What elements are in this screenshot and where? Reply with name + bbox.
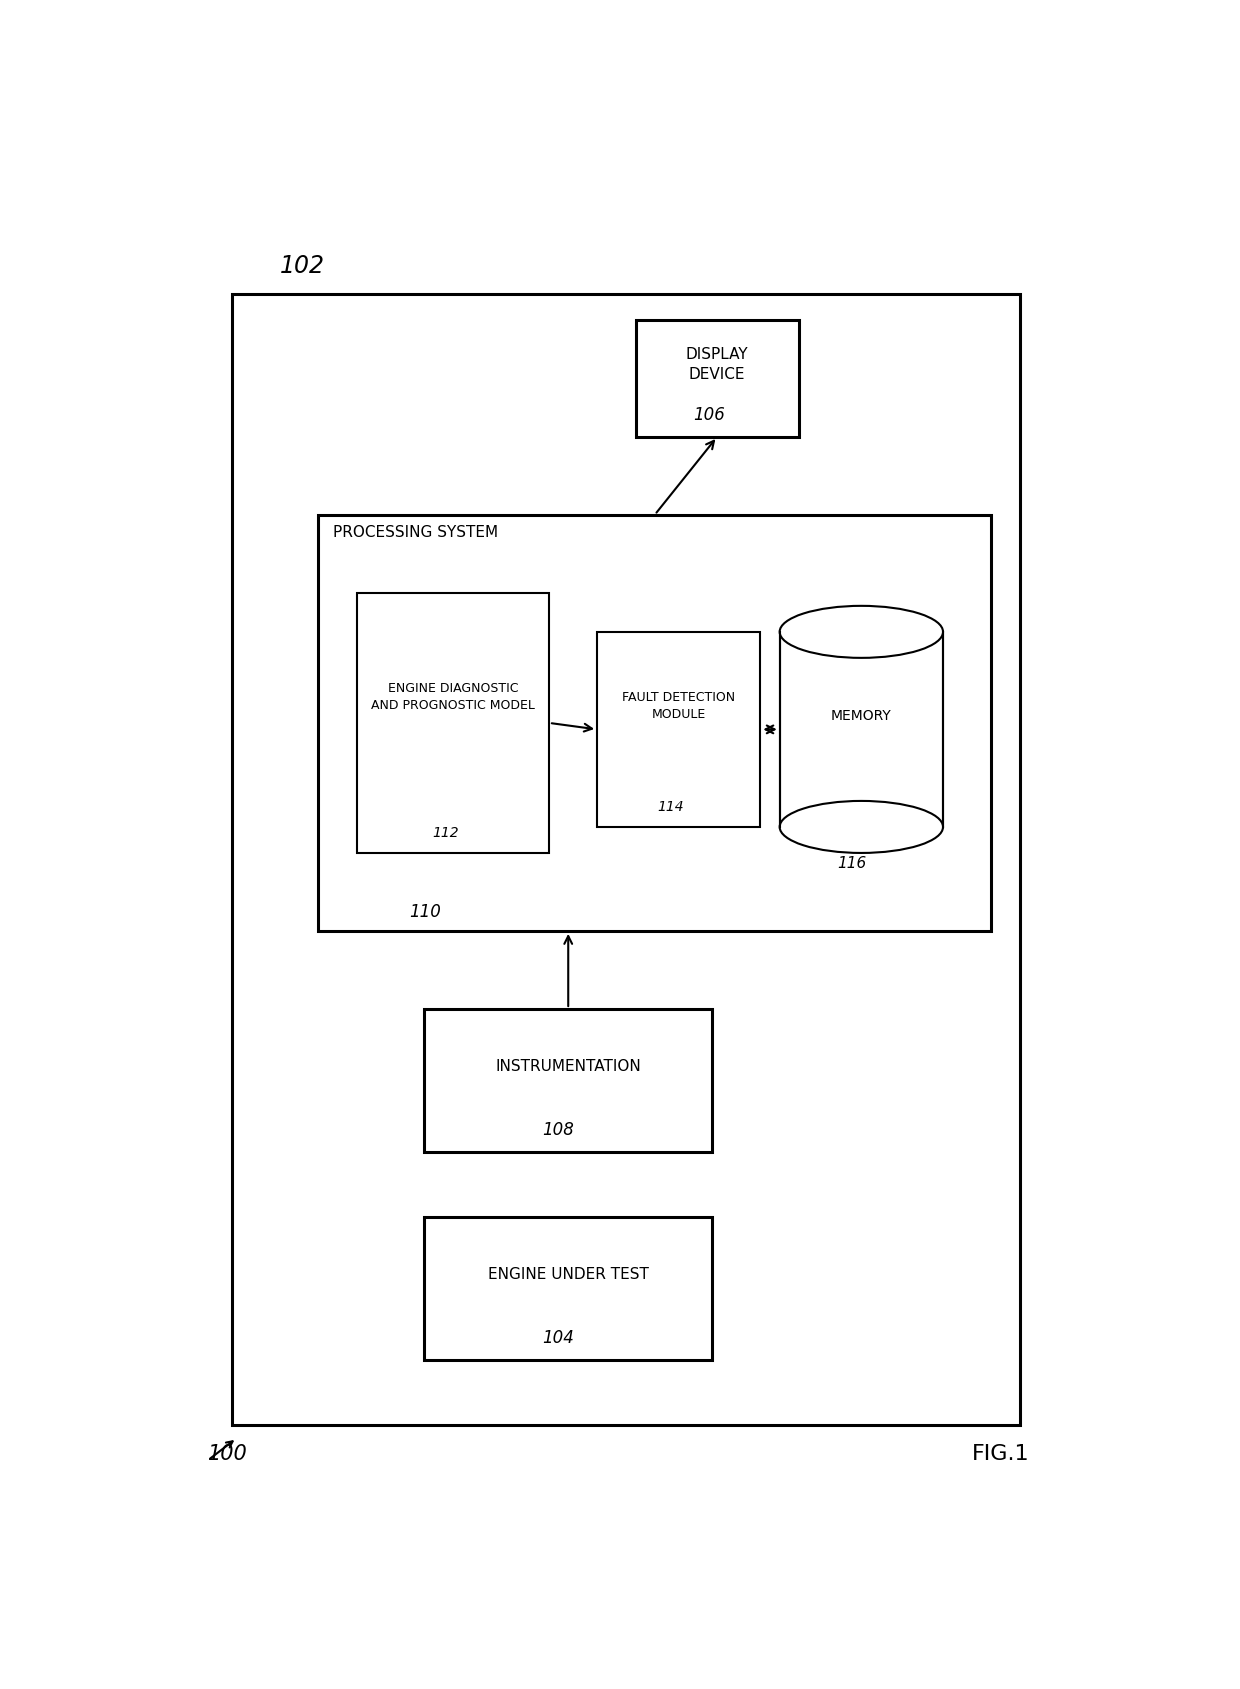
- Text: 102: 102: [280, 253, 325, 279]
- Ellipse shape: [780, 801, 942, 853]
- Bar: [319, 515, 991, 931]
- Bar: [780, 632, 942, 828]
- Bar: [596, 632, 760, 828]
- Text: 100: 100: [208, 1444, 248, 1464]
- Bar: [424, 1218, 713, 1360]
- Text: 116: 116: [837, 856, 867, 870]
- Text: ENGINE UNDER TEST: ENGINE UNDER TEST: [487, 1267, 649, 1282]
- Text: 108: 108: [543, 1121, 574, 1138]
- Bar: [357, 593, 549, 853]
- Text: 110: 110: [409, 902, 441, 921]
- Bar: [635, 319, 799, 437]
- Ellipse shape: [780, 606, 942, 659]
- Text: DISPLAY
DEVICE: DISPLAY DEVICE: [686, 346, 749, 382]
- Bar: [232, 294, 1019, 1426]
- Text: ENGINE DIAGNOSTIC
AND PROGNOSTIC MODEL: ENGINE DIAGNOSTIC AND PROGNOSTIC MODEL: [371, 682, 534, 711]
- Text: INSTRUMENTATION: INSTRUMENTATION: [495, 1059, 641, 1074]
- Text: FIG.1: FIG.1: [972, 1444, 1029, 1464]
- Text: 114: 114: [657, 801, 684, 814]
- Text: 106: 106: [693, 405, 725, 424]
- Text: 112: 112: [432, 826, 459, 839]
- Text: MEMORY: MEMORY: [831, 709, 892, 723]
- Text: PROCESSING SYSTEM: PROCESSING SYSTEM: [332, 525, 498, 540]
- Text: 104: 104: [543, 1329, 574, 1348]
- Text: FAULT DETECTION
MODULE: FAULT DETECTION MODULE: [622, 691, 735, 721]
- Bar: [424, 1008, 713, 1152]
